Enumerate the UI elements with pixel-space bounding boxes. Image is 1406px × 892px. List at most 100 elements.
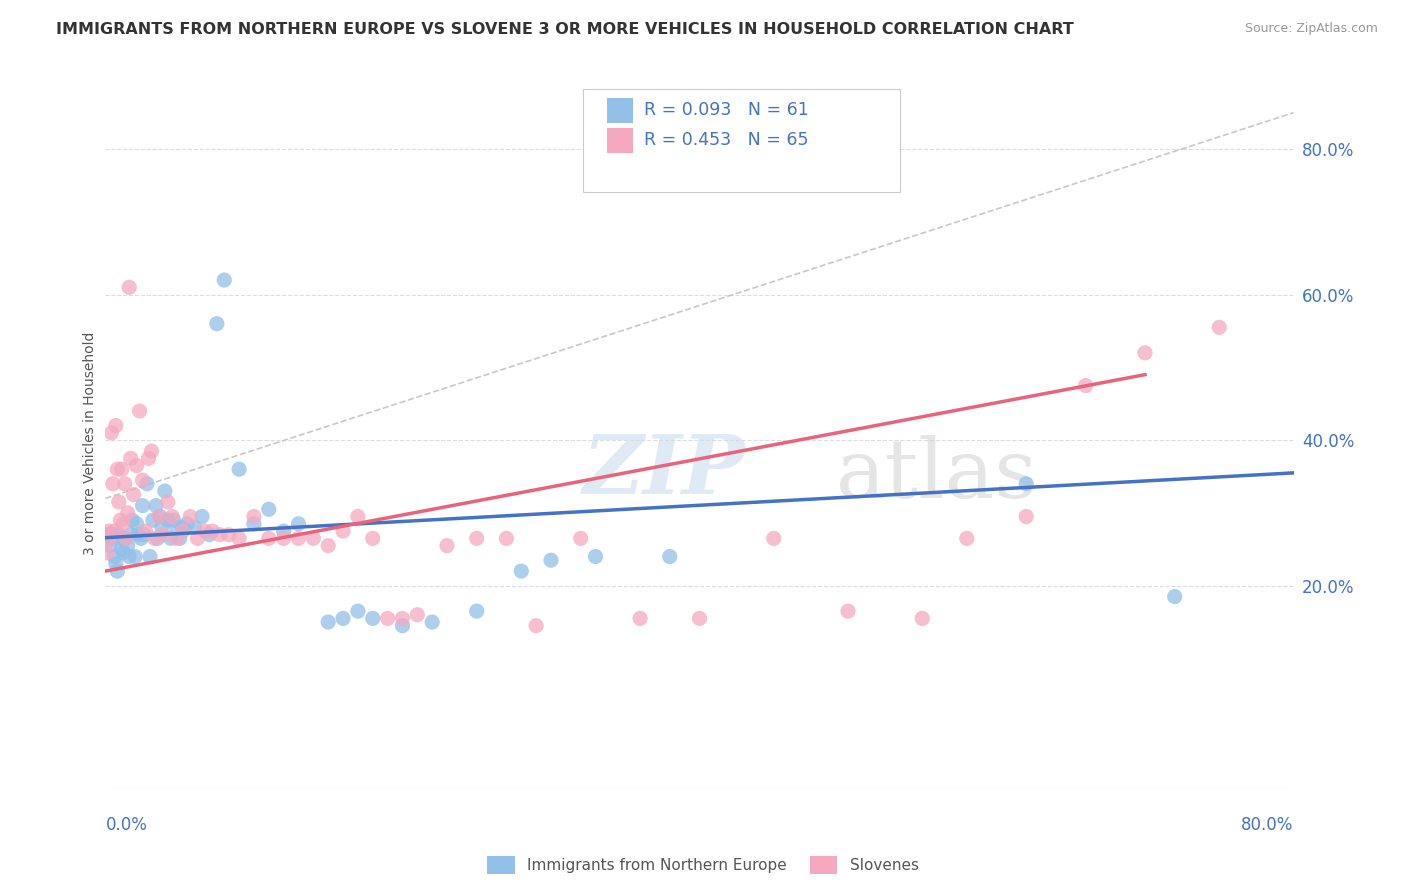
Point	[142, 513, 165, 527]
Point	[198, 527, 221, 541]
Point	[186, 532, 208, 546]
Point	[465, 604, 488, 618]
Point	[956, 532, 979, 546]
Point	[97, 524, 120, 538]
Text: 0.0%: 0.0%	[105, 816, 148, 834]
Point	[125, 516, 148, 531]
Point	[125, 458, 148, 473]
Point	[120, 451, 142, 466]
Point	[96, 546, 118, 560]
Point	[257, 532, 280, 546]
Point	[585, 549, 607, 564]
Y-axis label: 3 or more Vehicles in Household: 3 or more Vehicles in Household	[83, 332, 97, 556]
Point	[128, 404, 150, 418]
Point	[218, 527, 240, 541]
Point	[98, 532, 121, 546]
Point	[159, 532, 181, 546]
Point	[112, 546, 135, 560]
Point	[273, 524, 295, 538]
Point	[287, 516, 309, 531]
Point	[228, 462, 250, 476]
Point	[540, 553, 562, 567]
Point	[762, 532, 785, 546]
Point	[108, 527, 131, 541]
Point	[122, 488, 145, 502]
Point	[194, 524, 217, 538]
Point	[243, 509, 266, 524]
Point	[156, 495, 179, 509]
Point	[257, 502, 280, 516]
Point	[377, 611, 399, 625]
Point	[162, 509, 184, 524]
Point	[100, 532, 122, 546]
Point	[101, 476, 124, 491]
Point	[114, 532, 136, 546]
Point	[391, 618, 413, 632]
Point	[135, 524, 157, 538]
Point	[149, 509, 172, 524]
Point	[136, 476, 159, 491]
Point	[273, 532, 295, 546]
Point	[172, 524, 194, 538]
Point	[628, 611, 651, 625]
Point	[97, 527, 120, 541]
Point	[111, 462, 134, 476]
Point	[110, 513, 132, 527]
Point	[436, 539, 458, 553]
Point	[110, 532, 132, 546]
Point	[465, 532, 488, 546]
Point	[172, 520, 194, 534]
Point	[332, 611, 354, 625]
Point	[150, 520, 173, 534]
Point	[1208, 320, 1230, 334]
Point	[114, 476, 136, 491]
Point	[179, 509, 201, 524]
Point	[911, 611, 934, 625]
Point	[689, 611, 711, 625]
Point	[120, 527, 142, 541]
Point	[96, 527, 118, 541]
Text: IMMIGRANTS FROM NORTHERN EUROPE VS SLOVENE 3 OR MORE VEHICLES IN HOUSEHOLD CORRE: IMMIGRANTS FROM NORTHERN EUROPE VS SLOVE…	[56, 22, 1074, 37]
Point	[152, 527, 174, 541]
Point	[104, 418, 127, 433]
Point	[287, 532, 309, 546]
Point	[148, 509, 170, 524]
Point	[1164, 590, 1187, 604]
Point	[524, 618, 547, 632]
Point	[105, 564, 128, 578]
Point	[112, 516, 135, 531]
Point	[1015, 509, 1038, 524]
Text: R = 0.093   N = 61: R = 0.093 N = 61	[644, 101, 808, 119]
Point	[316, 615, 339, 629]
Point	[98, 539, 121, 553]
Point	[391, 611, 413, 625]
Point	[127, 527, 149, 541]
Point	[104, 557, 127, 571]
Point	[129, 532, 152, 546]
Point	[117, 506, 139, 520]
Text: ZIP: ZIP	[582, 432, 745, 511]
Point	[201, 524, 224, 538]
Point	[191, 509, 214, 524]
Point	[495, 532, 517, 546]
Point	[569, 532, 592, 546]
Point	[332, 524, 354, 538]
Point	[347, 604, 370, 618]
Point	[111, 542, 134, 557]
Point	[132, 527, 155, 541]
Point	[166, 520, 188, 534]
Point	[143, 532, 166, 546]
Point	[103, 524, 125, 538]
Point	[115, 532, 138, 546]
Point	[214, 273, 236, 287]
Point	[141, 444, 163, 458]
Point	[228, 532, 250, 546]
Point	[101, 527, 124, 541]
Point	[1074, 378, 1097, 392]
Point	[208, 527, 231, 541]
Point	[205, 317, 228, 331]
Point	[117, 539, 139, 553]
Point	[1015, 476, 1038, 491]
Point	[361, 611, 384, 625]
Point	[118, 280, 141, 294]
